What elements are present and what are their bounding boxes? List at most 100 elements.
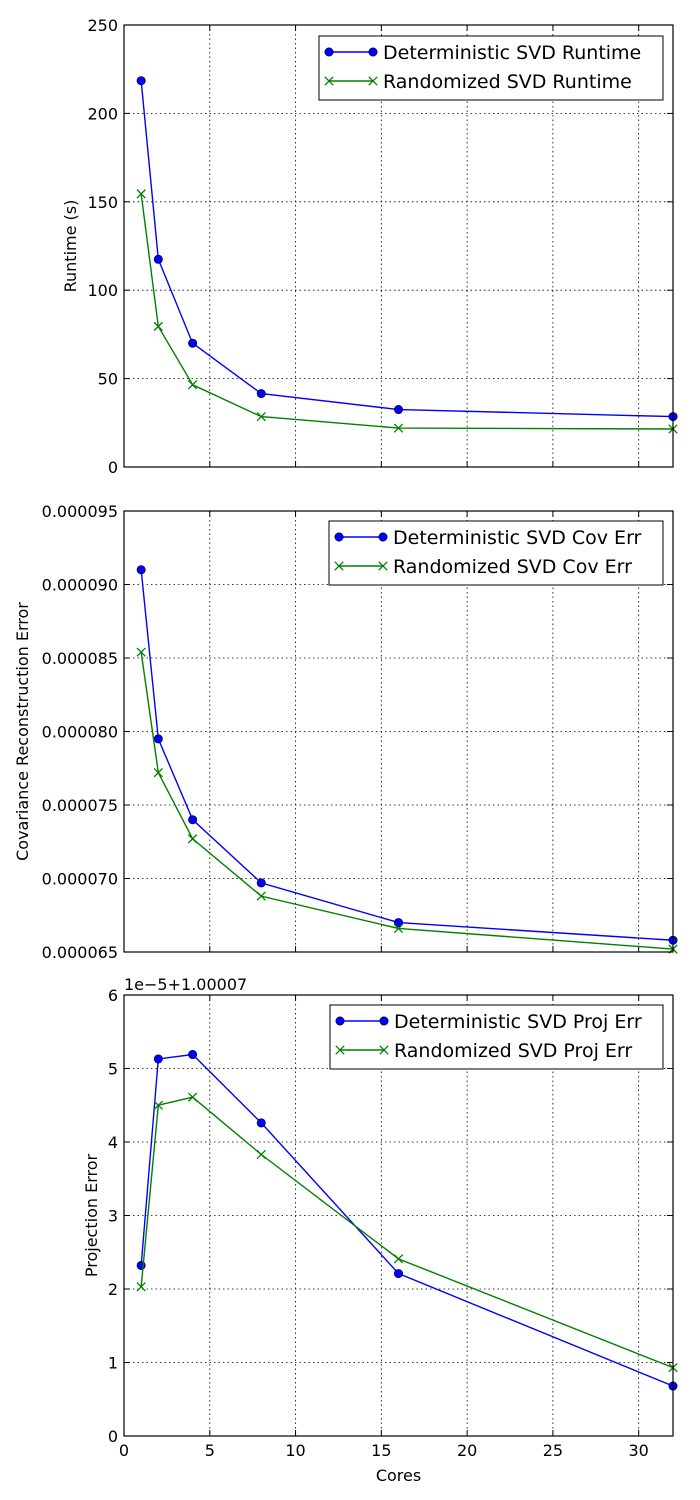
data-point	[256, 891, 266, 901]
y-tick-label: 0.000080	[42, 723, 118, 742]
data-point	[393, 405, 403, 415]
y-tick-label: 1	[108, 1354, 118, 1373]
x-tick-label: 5	[205, 1441, 215, 1460]
legend-marker	[334, 561, 344, 571]
legend-marker	[368, 76, 378, 86]
y-tick-label: 0.000085	[42, 649, 118, 668]
series-line	[140, 652, 674, 950]
data-point	[256, 411, 266, 422]
chart-panel-3: 0 1 2 3 4 5 6 0 5 10 15 20 25 30 Deterministic SVD Pro…	[82, 975, 678, 1485]
data-point	[153, 1054, 163, 1064]
legend-label: Deterministic SVD Cov Err	[393, 527, 642, 549]
y-axis-title: Covariance Reconstruction Error	[13, 602, 32, 861]
data-point	[256, 389, 266, 399]
y-tick-label: 200	[87, 104, 118, 123]
y-tick-label: 3	[108, 1207, 118, 1226]
data-point	[136, 76, 146, 86]
x-tick-label: 0	[119, 1441, 129, 1460]
y-tick-label: 50	[98, 370, 118, 389]
series-randomized	[136, 1092, 678, 1373]
series-randomized	[136, 647, 678, 954]
legend-marker	[324, 47, 334, 57]
series-line	[140, 193, 674, 430]
series-deterministic	[136, 76, 678, 422]
data-point	[136, 647, 146, 657]
legend-marker	[378, 561, 388, 571]
series-randomized	[136, 189, 678, 434]
series-line	[140, 569, 674, 941]
chart-panel-1: 0 50 100 150 200 250 Deterministic SVD Runtime…	[61, 16, 678, 477]
data-point	[188, 338, 198, 348]
y-tick-label: 100	[87, 281, 118, 300]
plot-frame	[123, 510, 674, 953]
data-point	[256, 1118, 266, 1128]
series-deterministic	[136, 565, 678, 945]
x-tick-label: 10	[285, 1441, 305, 1460]
data-point	[393, 1254, 404, 1264]
plot-frame	[123, 994, 674, 1437]
x-tick-label: 25	[543, 1441, 563, 1460]
data-point	[153, 254, 163, 264]
series-line	[140, 80, 674, 418]
data-point	[153, 734, 163, 744]
x-axis-title: Cores	[376, 1466, 421, 1485]
y-tick-label: 0	[108, 1427, 118, 1446]
legend-box	[318, 35, 664, 101]
legend-marker	[335, 1016, 345, 1026]
data-point	[187, 380, 198, 390]
data-point	[188, 815, 198, 825]
series-line	[140, 1053, 674, 1387]
x-tick-label: 15	[371, 1441, 391, 1460]
legend-marker	[324, 76, 334, 86]
data-point	[136, 565, 146, 575]
legend-marker	[368, 47, 378, 57]
legend-box	[329, 1004, 664, 1070]
legend: Deterministic SVD Proj Err Randomized SVD…	[329, 1004, 664, 1070]
legend-label: Randomized SVD Proj Err	[394, 1040, 632, 1062]
y-tick-label: 2	[108, 1280, 118, 1299]
legend-marker	[379, 1016, 389, 1026]
data-point	[153, 768, 163, 778]
y-tick-label: 250	[87, 16, 118, 35]
legend-label: Randomized SVD Runtime	[383, 71, 632, 93]
legend-box	[328, 520, 664, 586]
y-tick-label: 0.000065	[42, 943, 118, 962]
data-point	[136, 189, 146, 199]
legend-marker	[379, 1045, 389, 1055]
chart-panel-2: 0.000065 0.000070 0.000075 0.000080 0.000085…	[13, 502, 678, 962]
data-point	[256, 1149, 266, 1160]
data-point	[393, 923, 404, 934]
legend: Deterministic SVD Cov Err Randomized SVD …	[328, 520, 664, 586]
y-tick-label: 150	[87, 193, 118, 212]
legend-label: Deterministic SVD Runtime	[383, 42, 641, 64]
legend-marker	[378, 532, 388, 542]
data-point	[153, 1100, 163, 1110]
data-point	[187, 834, 198, 844]
y-tick-label: 5	[108, 1060, 118, 1079]
legend-marker	[334, 532, 344, 542]
data-point	[188, 1050, 198, 1060]
legend-label: Randomized SVD Cov Err	[393, 556, 632, 578]
y-tick-label: 0.000075	[42, 796, 118, 815]
y-tick-label: 0.000070	[42, 870, 118, 889]
y-tick-label: 0	[108, 458, 118, 477]
data-point	[393, 918, 403, 928]
data-point	[393, 1269, 403, 1279]
y-tick-label: 4	[108, 1133, 118, 1152]
legend: Deterministic SVD Runtime Randomized SVD …	[318, 35, 664, 101]
data-point	[187, 1092, 198, 1102]
data-point	[153, 321, 163, 332]
x-tick-label: 30	[629, 1441, 649, 1460]
plot-frame	[123, 24, 674, 468]
y-tick-label: 6	[108, 986, 118, 1005]
data-point	[256, 878, 266, 888]
legend-label: Deterministic SVD Proj Err	[394, 1011, 642, 1033]
y-tick-label: 0.000095	[42, 502, 118, 521]
data-point	[136, 1282, 146, 1292]
data-point	[393, 423, 404, 433]
x-tick-label: 20	[457, 1441, 477, 1460]
series-line	[140, 1096, 674, 1369]
series-deterministic	[136, 1050, 678, 1391]
y-axis-title: Runtime (s)	[61, 200, 80, 293]
